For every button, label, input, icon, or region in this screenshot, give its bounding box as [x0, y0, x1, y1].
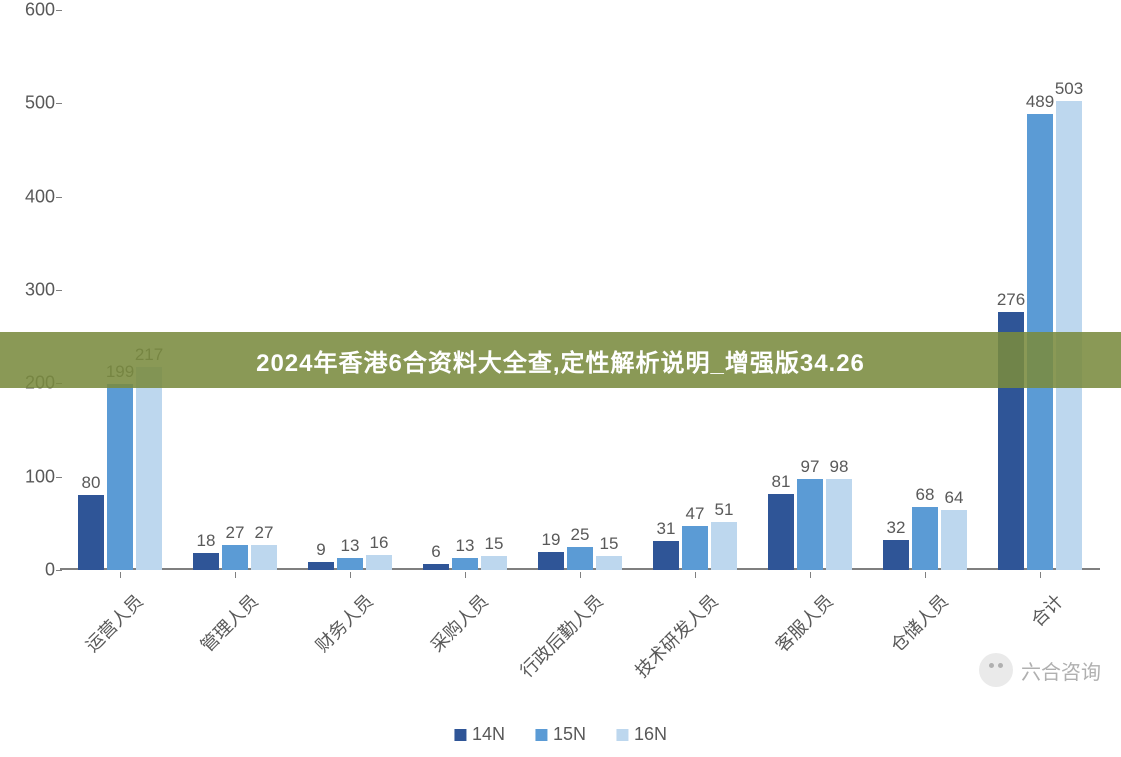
x-tick-mark: [695, 572, 696, 578]
y-tick-mark: [56, 570, 62, 571]
bar-value-label: 16: [359, 533, 399, 553]
bar-value-label: 27: [244, 523, 284, 543]
bar: [797, 479, 823, 570]
legend-swatch: [454, 729, 466, 741]
bar-group: 314751: [638, 10, 753, 570]
bar: [711, 522, 737, 570]
y-tick-label: 600: [0, 0, 55, 21]
legend-label: 14N: [472, 724, 505, 745]
bar: [481, 556, 507, 570]
legend-swatch: [616, 729, 628, 741]
bar: [107, 384, 133, 570]
y-tick-label: 0: [0, 560, 55, 581]
legend-label: 15N: [553, 724, 586, 745]
x-tick-mark: [1040, 572, 1041, 578]
x-tick-mark: [580, 572, 581, 578]
x-tick-mark: [235, 572, 236, 578]
bar: [423, 564, 449, 570]
bar: [193, 553, 219, 570]
bar: [596, 556, 622, 570]
legend-label: 16N: [634, 724, 667, 745]
bar: [366, 555, 392, 570]
bar-value-label: 15: [474, 534, 514, 554]
y-tick-label: 500: [0, 93, 55, 114]
x-category-label: 采购人员: [397, 588, 493, 684]
bar-value-label: 503: [1049, 79, 1089, 99]
x-tick-mark: [120, 572, 121, 578]
bar: [308, 562, 334, 570]
wechat-icon: [979, 653, 1013, 687]
bar: [136, 367, 162, 570]
bar: [337, 558, 363, 570]
bar-value-label: 98: [819, 457, 859, 477]
x-category-label: 客服人员: [742, 588, 838, 684]
bar-group: 326864: [868, 10, 983, 570]
bar: [941, 510, 967, 570]
bar-value-label: 64: [934, 488, 974, 508]
bar: [251, 545, 277, 570]
bar-group: 91316: [293, 10, 408, 570]
bar: [653, 541, 679, 570]
bar: [538, 552, 564, 570]
bar-group: 192515: [523, 10, 638, 570]
bar: [78, 495, 104, 570]
overlay-band: 2024年香港6合资料大全查,定性解析说明_增强版34.26: [0, 332, 1121, 388]
x-tick-mark: [350, 572, 351, 578]
x-category-label: 运营人员: [52, 588, 148, 684]
bar-group: 276489503: [983, 10, 1098, 570]
x-category-label: 行政后勤人员: [512, 588, 608, 684]
x-tick-mark: [465, 572, 466, 578]
watermark: 六合咨询: [979, 653, 1101, 687]
x-category-label: 仓储人员: [857, 588, 953, 684]
legend-item: 15N: [535, 724, 586, 745]
bar: [222, 545, 248, 570]
legend-swatch: [535, 729, 547, 741]
bar-group: 819798: [753, 10, 868, 570]
bar-value-label: 51: [704, 500, 744, 520]
legend: 14N 15N 16N: [454, 724, 667, 745]
bar-value-label: 15: [589, 534, 629, 554]
bar: [883, 540, 909, 570]
bar-group: 182727: [178, 10, 293, 570]
bar: [682, 526, 708, 570]
x-category-label: 管理人员: [167, 588, 263, 684]
chart-container: 0100200300400500600 80199217182727913166…: [0, 0, 1121, 757]
watermark-text: 六合咨询: [1021, 656, 1101, 685]
bar: [826, 479, 852, 570]
x-tick-mark: [810, 572, 811, 578]
bar: [452, 558, 478, 570]
overlay-text: 2024年香港6合资料大全查,定性解析说明_增强版34.26: [256, 343, 865, 378]
bar-group: 61315: [408, 10, 523, 570]
y-tick-label: 100: [0, 466, 55, 487]
bar-value-label: 80: [71, 473, 111, 493]
x-category-label: 技术研发人员: [627, 588, 723, 684]
bar-value-label: 276: [991, 290, 1031, 310]
x-tick-mark: [925, 572, 926, 578]
y-tick-label: 300: [0, 280, 55, 301]
bars-region: 8019921718272791316613151925153147518197…: [60, 10, 1100, 570]
bar-group: 80199217: [63, 10, 178, 570]
legend-item: 16N: [616, 724, 667, 745]
bar: [912, 507, 938, 570]
legend-item: 14N: [454, 724, 505, 745]
bar: [768, 494, 794, 570]
x-category-label: 财务人员: [282, 588, 378, 684]
bar-value-label: 32: [876, 518, 916, 538]
y-tick-label: 400: [0, 186, 55, 207]
